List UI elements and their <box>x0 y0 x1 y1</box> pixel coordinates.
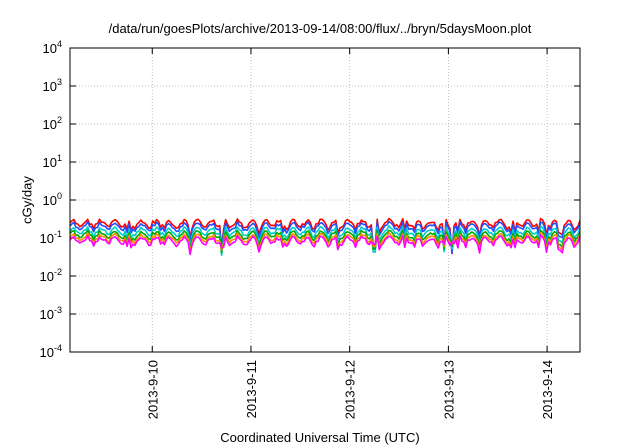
y-tick-label: 10-1 <box>40 229 62 246</box>
series-line <box>69 229 581 254</box>
x-tick-label: 2013-9-14 <box>540 360 555 419</box>
series-line <box>69 231 581 253</box>
plot-frame <box>69 47 581 353</box>
y-tick-label: 10-3 <box>40 305 62 322</box>
y-tick-label: 103 <box>43 77 62 94</box>
y-tick-label: 104 <box>43 39 62 56</box>
y-tick-label: 102 <box>43 115 62 132</box>
series-line <box>69 225 581 257</box>
x-axis-label: Coordinated Universal Time (UTC) <box>220 430 420 445</box>
y-tick-label: 10-2 <box>40 267 62 284</box>
series-line <box>69 220 581 254</box>
x-tick-label: 2013-9-12 <box>343 360 358 419</box>
y-tick-label: 101 <box>43 153 62 170</box>
y-axis-label: cGy/day <box>19 176 35 224</box>
x-tick-label: 2013-9-10 <box>145 360 160 419</box>
y-tick-label: 10-4 <box>40 343 62 360</box>
x-tick-label: 2013-9-13 <box>441 360 456 419</box>
x-tick-label: 2013-9-11 <box>244 360 259 418</box>
series-line <box>69 234 581 256</box>
y-tick-label: 100 <box>43 191 62 208</box>
chart-title: /data/run/goesPlots/archive/2013-09-14/0… <box>108 21 532 36</box>
series-line <box>69 217 581 255</box>
